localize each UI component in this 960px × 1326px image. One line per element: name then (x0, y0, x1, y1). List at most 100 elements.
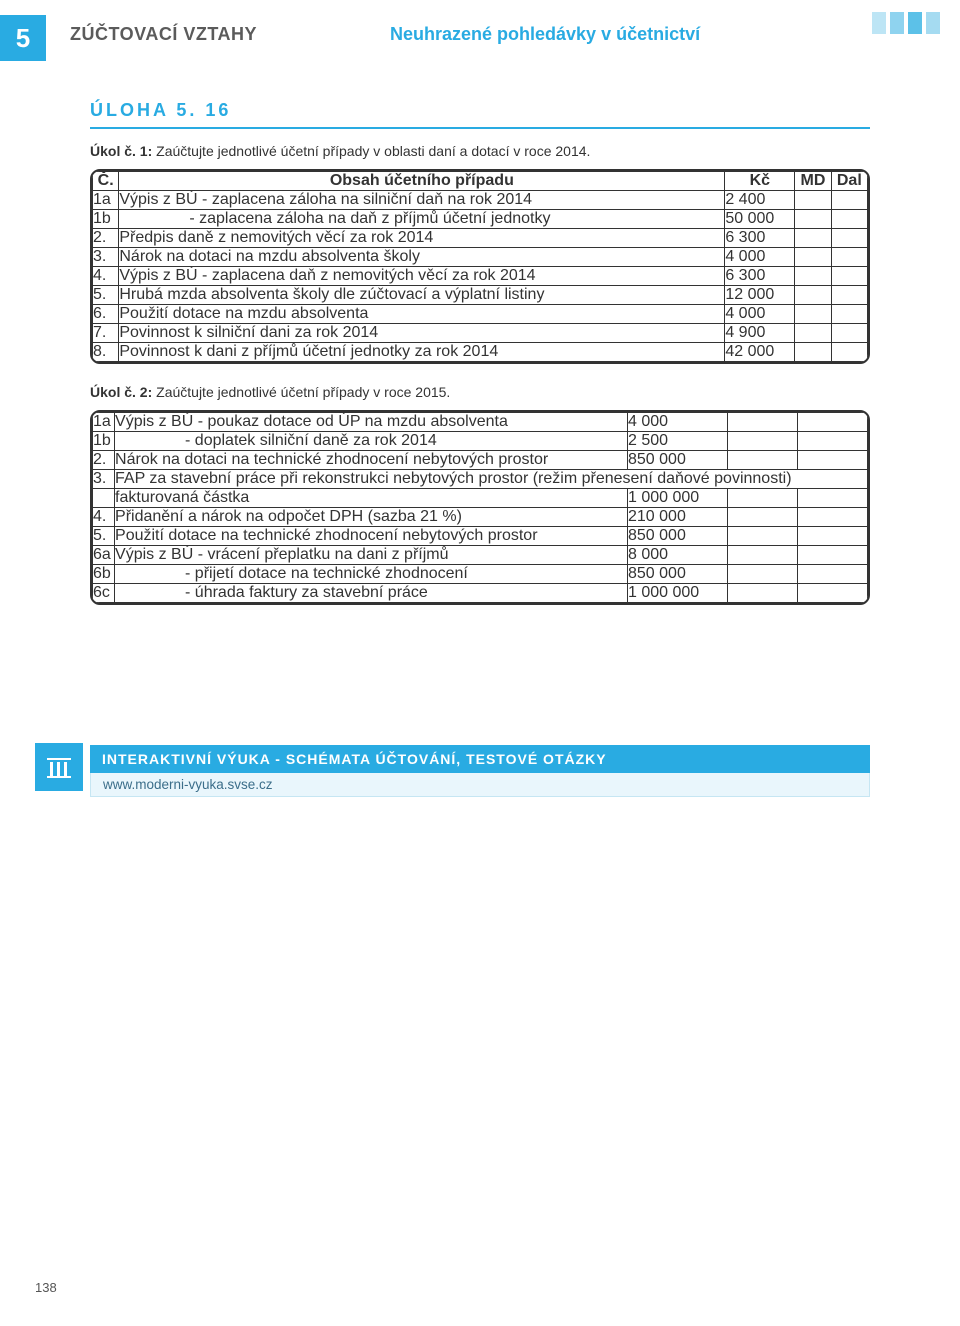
task2-intro-bold: Úkol č. 2: (90, 384, 152, 400)
table-row: 5.Hrubá mzda absolventa školy dle zúčtov… (93, 286, 868, 305)
cell-desc: Nárok na dotaci na mzdu absolventa školy (119, 248, 725, 267)
cell-md[interactable] (728, 584, 798, 603)
cell-desc: Výpis z BÚ - zaplacena záloha na silničn… (119, 191, 725, 210)
cell-md[interactable] (728, 546, 798, 565)
cell-desc: - zaplacena záloha na daň z příjmů účetn… (119, 210, 725, 229)
cell-md[interactable] (795, 191, 831, 210)
footer-box: INTERAKTIVNÍ VÝUKA - SCHÉMATA ÚČTOVÁNÍ, … (90, 745, 870, 797)
cell-md[interactable] (728, 413, 798, 432)
cell-dal[interactable] (798, 508, 868, 527)
cell-num: 5. (93, 527, 115, 546)
cell-dal[interactable] (798, 584, 868, 603)
cell-num: 7. (93, 324, 119, 343)
cell-md[interactable] (728, 451, 798, 470)
header-section-title: ZÚČTOVACÍ VZTAHY (70, 24, 257, 45)
cell-desc: Výpis z BÚ - zaplacena daň z nemovitých … (119, 267, 725, 286)
cell-desc: - přijetí dotace na technické zhodnocení (115, 565, 628, 584)
cell-kc: 850 000 (628, 565, 728, 584)
cell-desc: Výpis z BÚ - poukaz dotace od ÚP na mzdu… (115, 413, 628, 432)
cell-desc: Povinnost k silniční dani za rok 2014 (119, 324, 725, 343)
cell-md[interactable] (795, 286, 831, 305)
cell-kc: 12 000 (725, 286, 795, 305)
cell-kc: 2 400 (725, 191, 795, 210)
cell-dal[interactable] (798, 546, 868, 565)
task1-intro: Úkol č. 1: Zaúčtujte jednotlivé účetní p… (90, 143, 870, 159)
table-row: 6b- přijetí dotace na technické zhodnoce… (93, 565, 868, 584)
cell-num: 1a (93, 191, 119, 210)
table-row: 6c- úhrada faktury za stavební práce1 00… (93, 584, 868, 603)
cell-desc: Přidanění a nárok na odpočet DPH (sazba … (115, 508, 628, 527)
cell-md[interactable] (795, 324, 831, 343)
cell-num: 4. (93, 508, 115, 527)
cell-num: 3. (93, 248, 119, 267)
cell-md[interactable] (795, 267, 831, 286)
table-row: 3.FAP za stavební práce při rekonstrukci… (93, 470, 868, 489)
cell-num: 6c (93, 584, 115, 603)
cell-md[interactable] (795, 305, 831, 324)
page-header: 5 ZÚČTOVACÍ VZTAHY Neuhrazené pohledávky… (0, 0, 960, 60)
cell-kc: 1 000 000 (628, 489, 728, 508)
cell-md[interactable] (795, 343, 831, 362)
cell-desc: fakturovaná částka (115, 489, 628, 508)
cell-desc: Předpis daně z nemovitých věcí za rok 20… (119, 229, 725, 248)
cell-num: 6a (93, 546, 115, 565)
cell-md[interactable] (728, 565, 798, 584)
cell-num: 3. (93, 470, 115, 489)
underline (90, 127, 870, 129)
cell-dal[interactable] (798, 489, 868, 508)
footer-link[interactable]: www.moderni-vyuka.svse.cz (90, 773, 870, 797)
cell-dal[interactable] (798, 413, 868, 432)
cell-md[interactable] (728, 432, 798, 451)
cell-dal[interactable] (831, 229, 867, 248)
cell-kc: 4 000 (725, 305, 795, 324)
cell-kc: 210 000 (628, 508, 728, 527)
cell-kc: 4 000 (725, 248, 795, 267)
cell-desc: Výpis z BÚ - vrácení přeplatku na dani z… (115, 546, 628, 565)
table-row: 1b- zaplacena záloha na daň z příjmů úče… (93, 210, 868, 229)
cell-num: 2. (93, 451, 115, 470)
cell-kc: 850 000 (628, 451, 728, 470)
cell-md[interactable] (728, 527, 798, 546)
table-row: 8.Povinnost k dani z příjmů účetní jedno… (93, 343, 868, 362)
cell-num: 4. (93, 267, 119, 286)
col-num: Č. (93, 172, 119, 191)
cell-md[interactable] (728, 489, 798, 508)
cell-dal[interactable] (831, 286, 867, 305)
cell-dal[interactable] (831, 248, 867, 267)
cell-dal[interactable] (798, 527, 868, 546)
cell-dal[interactable] (831, 267, 867, 286)
tab-markers (872, 12, 940, 34)
cell-md[interactable] (728, 508, 798, 527)
cell-dal[interactable] (798, 565, 868, 584)
cell-md[interactable] (795, 248, 831, 267)
cell-num: 1b (93, 210, 119, 229)
cell-dal[interactable] (831, 305, 867, 324)
cell-md[interactable] (795, 229, 831, 248)
task2-intro: Úkol č. 2: Zaúčtujte jednotlivé účetní p… (90, 384, 870, 400)
cell-kc: 8 000 (628, 546, 728, 565)
cell-dal[interactable] (831, 343, 867, 362)
cell-kc: 50 000 (725, 210, 795, 229)
cell-kc: 4 000 (628, 413, 728, 432)
table-row: 4.Výpis z BÚ - zaplacena daň z nemovitýc… (93, 267, 868, 286)
cell-dal[interactable] (831, 191, 867, 210)
task2-table: 1aVýpis z BÚ - poukaz dotace od ÚP na mz… (92, 412, 868, 603)
table-header-row: Č. Obsah účetního případu Kč MD Dal (93, 172, 868, 191)
cell-dal[interactable] (831, 210, 867, 229)
cell-desc: Použití dotace na mzdu absolventa (119, 305, 725, 324)
cell-dal[interactable] (798, 432, 868, 451)
task2-table-wrap: 1aVýpis z BÚ - poukaz dotace od ÚP na mz… (90, 410, 870, 605)
table-row: 1aVýpis z BÚ - zaplacena záloha na silni… (93, 191, 868, 210)
task1-table-wrap: Č. Obsah účetního případu Kč MD Dal 1aVý… (90, 169, 870, 364)
page-number: 138 (35, 1280, 57, 1295)
cell-dal[interactable] (798, 451, 868, 470)
cell-num: 5. (93, 286, 119, 305)
cell-dal[interactable] (831, 324, 867, 343)
task1-intro-rest: Zaúčtujte jednotlivé účetní případy v ob… (152, 143, 590, 159)
col-dal: Dal (831, 172, 867, 191)
table-row: 3.Nárok na dotaci na mzdu absolventa ško… (93, 248, 868, 267)
col-desc: Obsah účetního případu (119, 172, 725, 191)
col-md: MD (795, 172, 831, 191)
cell-kc: 1 000 000 (628, 584, 728, 603)
cell-md[interactable] (795, 210, 831, 229)
